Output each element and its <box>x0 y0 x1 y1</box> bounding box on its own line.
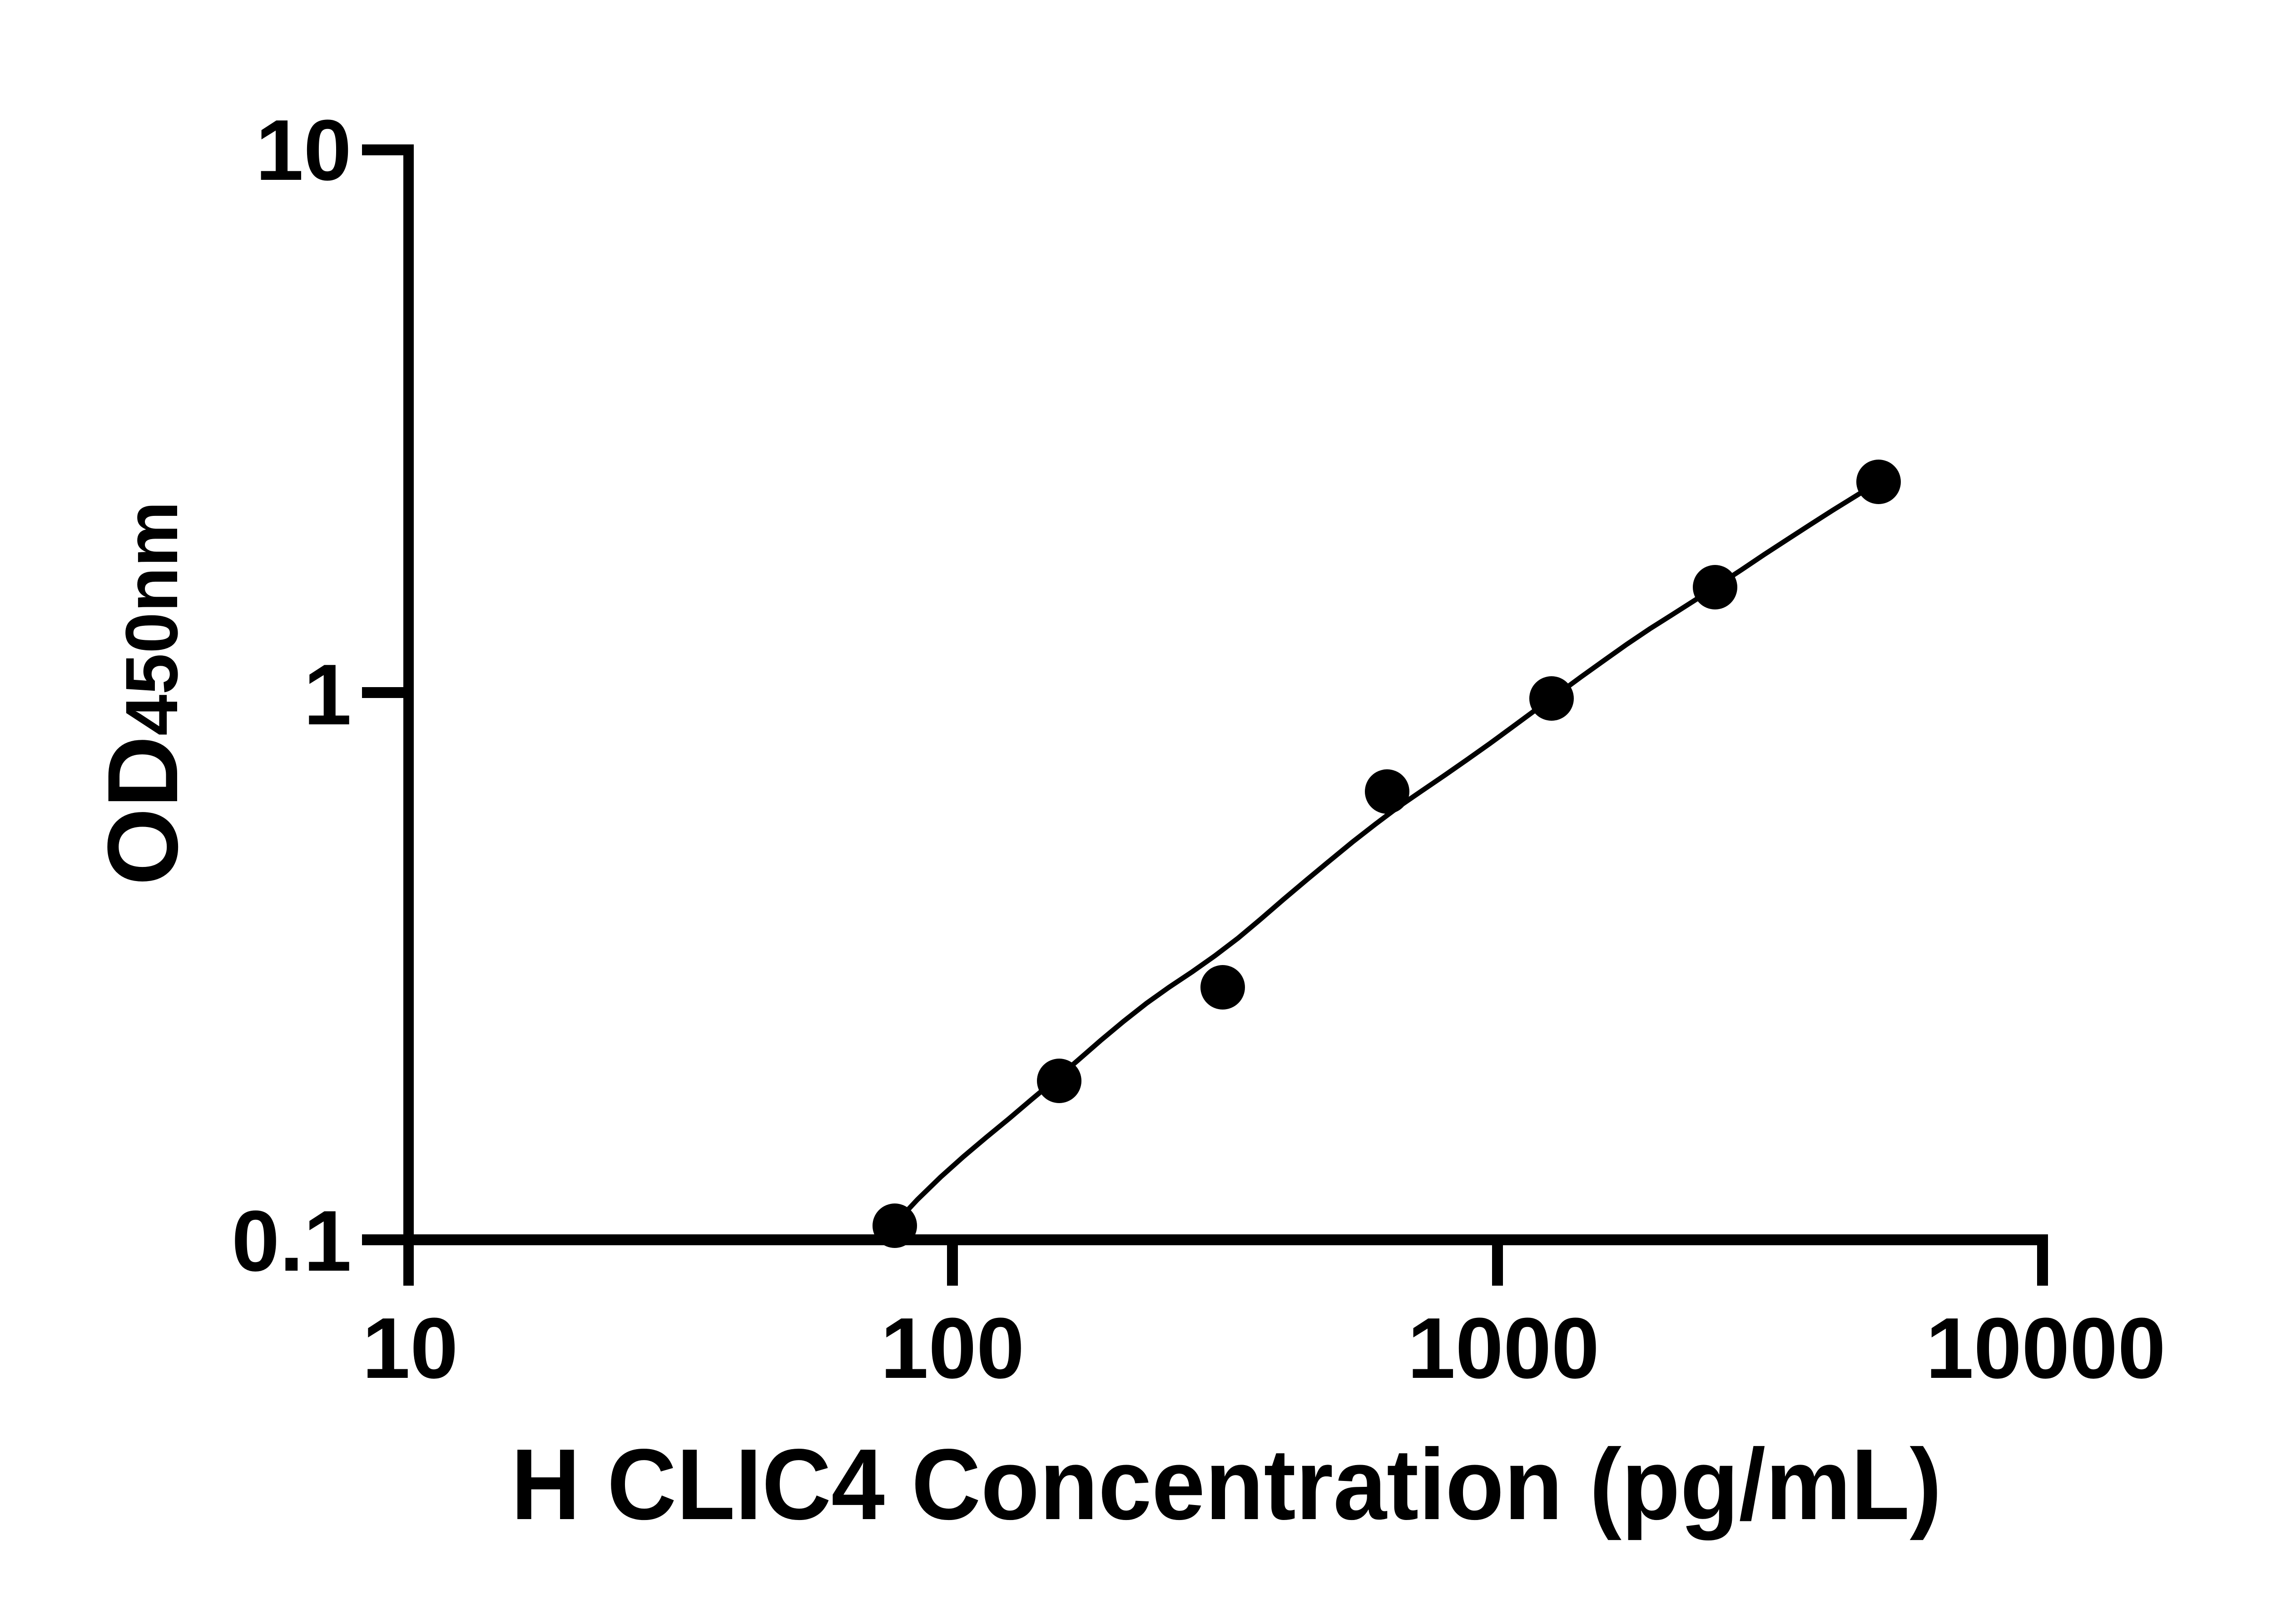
svg-text:H CLIC4 Concentration (pg/mL): H CLIC4 Concentration (pg/mL) <box>511 1428 1942 1541</box>
svg-text:100: 100 <box>880 1300 1024 1396</box>
svg-text:10: 10 <box>256 102 352 198</box>
svg-text:10: 10 <box>362 1300 458 1396</box>
svg-text:1000: 1000 <box>1408 1300 1600 1396</box>
svg-text:0.1: 0.1 <box>232 1193 352 1289</box>
svg-text:1: 1 <box>303 647 352 743</box>
svg-text:10000: 10000 <box>1926 1300 2166 1396</box>
